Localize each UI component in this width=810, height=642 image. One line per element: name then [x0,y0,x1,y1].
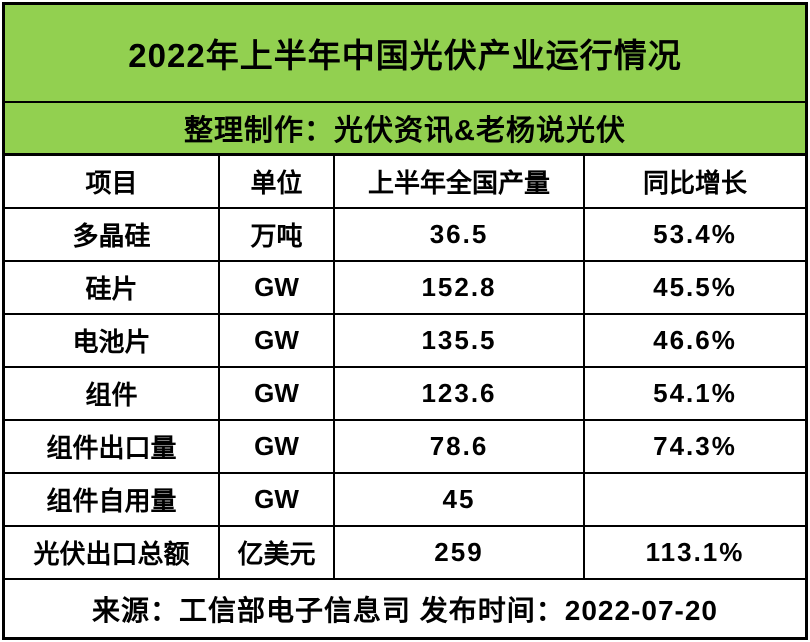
output-cell: 45 [335,474,585,527]
unit-cell: 亿美元 [220,527,335,580]
output-cell: 259 [335,527,585,580]
unit-cell: 万吨 [220,209,335,262]
item-cell: 组件自用量 [5,474,220,527]
item-cell: 组件 [5,368,220,421]
output-cell: 36.5 [335,209,585,262]
output-cell: 123.6 [335,368,585,421]
yoy-cell: 74.3% [585,421,805,474]
footer-text: 来源：工信部电子信息司 发布时间：2022-07-20 [91,594,718,626]
page-title: 2022年上半年中国光伏产业运行情况 [5,5,805,103]
unit-cell: GW [220,421,335,474]
output-cell: 152.8 [335,262,585,315]
yoy-cell: 113.1% [585,527,805,580]
yoy-cell [585,474,805,527]
data-grid: 项目 单位 上半年全国产量 同比增长 多晶硅 万吨 36.5 53.4% 硅片 … [5,156,805,580]
column-header-output: 上半年全国产量 [335,156,585,209]
column-header-unit: 单位 [220,156,335,209]
item-cell: 光伏出口总额 [5,527,220,580]
unit-cell: GW [220,262,335,315]
yoy-cell: 53.4% [585,209,805,262]
unit-cell: GW [220,474,335,527]
unit-cell: GW [220,315,335,368]
yoy-cell: 54.1% [585,368,805,421]
column-header-item: 项目 [5,156,220,209]
item-cell: 电池片 [5,315,220,368]
output-cell: 78.6 [335,421,585,474]
column-header-yoy: 同比增长 [585,156,805,209]
output-cell: 135.5 [335,315,585,368]
item-cell: 组件出口量 [5,421,220,474]
item-cell: 多晶硅 [5,209,220,262]
yoy-cell: 45.5% [585,262,805,315]
item-cell: 硅片 [5,262,220,315]
yoy-cell: 46.6% [585,315,805,368]
unit-cell: GW [220,368,335,421]
subtitle: 整理制作：光伏资讯&老杨说光伏 [5,103,805,156]
